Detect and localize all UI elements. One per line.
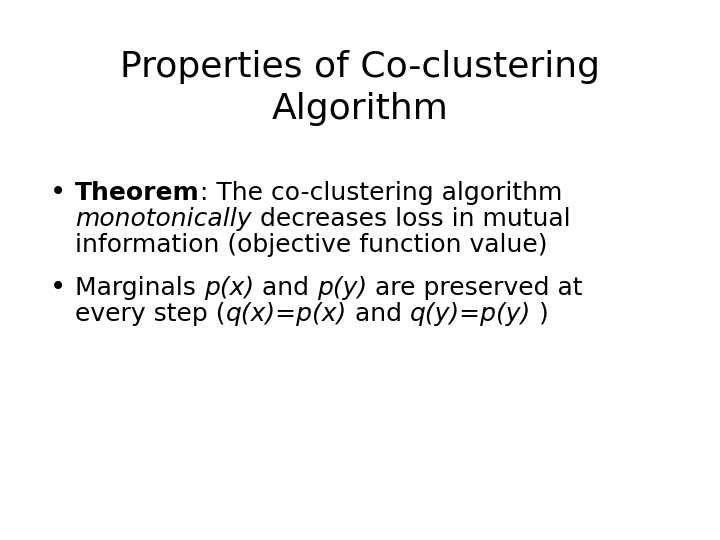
Text: monotonically: monotonically: [75, 207, 251, 231]
Text: •: •: [50, 178, 66, 206]
Text: Properties of Co-clustering
Algorithm: Properties of Co-clustering Algorithm: [120, 50, 600, 126]
Text: ): ): [531, 302, 549, 326]
Text: •: •: [50, 273, 66, 301]
Text: and: and: [347, 302, 410, 326]
Text: Marginals: Marginals: [75, 276, 204, 300]
Text: and: and: [254, 276, 317, 300]
Text: : The co-clustering algorithm: : The co-clustering algorithm: [199, 181, 562, 205]
Text: Theorem: Theorem: [75, 181, 199, 205]
Text: are preserved at: are preserved at: [367, 276, 582, 300]
Text: p(x): p(x): [204, 276, 254, 300]
Text: q(y)=p(y): q(y)=p(y): [410, 302, 531, 326]
Text: information (objective function value): information (objective function value): [75, 233, 547, 257]
Text: decreases loss in mutual: decreases loss in mutual: [251, 207, 570, 231]
Text: p(y): p(y): [317, 276, 367, 300]
Text: every step (: every step (: [75, 302, 225, 326]
Text: q(x)=p(x): q(x)=p(x): [225, 302, 347, 326]
